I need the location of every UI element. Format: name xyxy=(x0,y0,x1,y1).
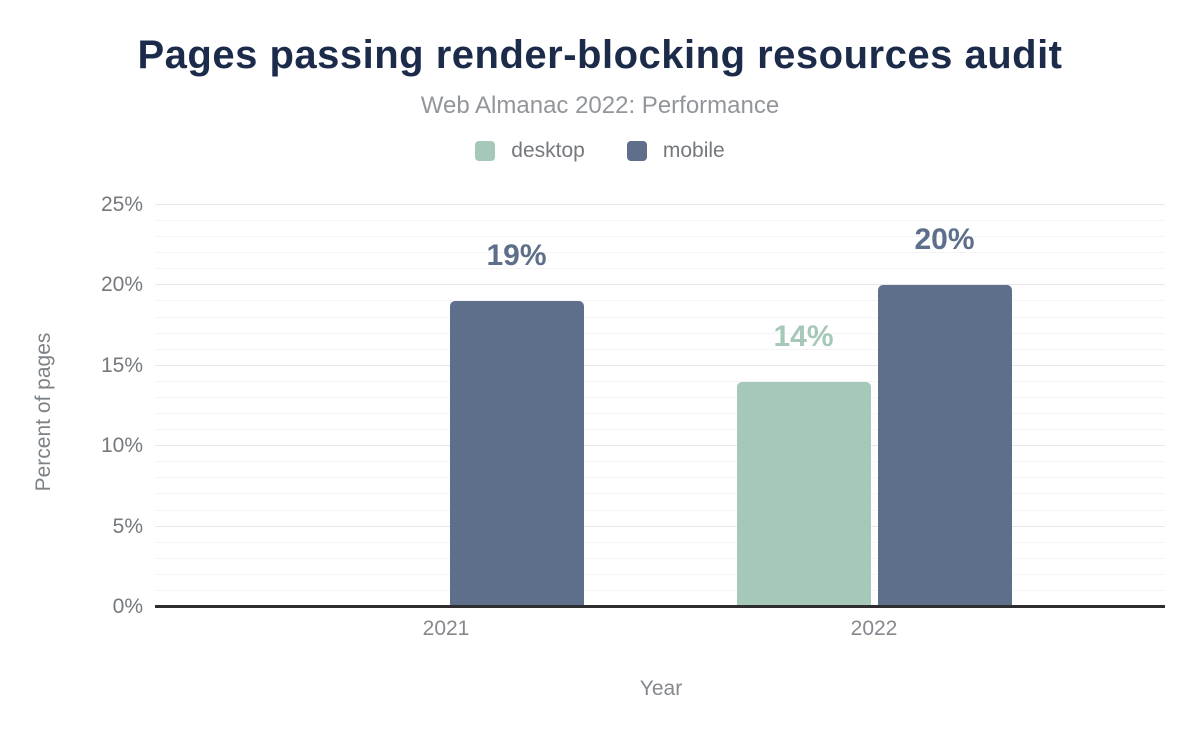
major-gridline xyxy=(155,284,1165,286)
desktop-value-label-2022: 14% xyxy=(773,319,834,353)
minor-gridline xyxy=(155,429,1165,431)
minor-gridline xyxy=(155,589,1165,591)
minor-gridline xyxy=(155,573,1165,575)
minor-gridline xyxy=(155,461,1165,463)
mobile-value-label-2022: 20% xyxy=(914,223,975,257)
desktop-swatch-icon xyxy=(475,141,496,161)
y-axis-tick-label: 20% xyxy=(100,273,143,297)
minor-gridline xyxy=(155,477,1165,479)
minor-gridline xyxy=(155,380,1165,382)
plot-area: 14% 19% 20% xyxy=(155,204,1165,608)
mobile-bar-2022 xyxy=(877,285,1012,607)
y-axis-tick-label: 15% xyxy=(100,353,143,377)
desktop-bar-2022 xyxy=(736,381,871,607)
x-axis-tick-label: 2022 xyxy=(850,617,898,640)
minor-gridline xyxy=(155,332,1165,334)
minor-gridline xyxy=(155,493,1165,495)
mobile-bar-2021 xyxy=(449,301,584,607)
x-axis-tick-label: 2021 xyxy=(422,617,470,640)
minor-gridline xyxy=(155,541,1165,543)
major-gridline xyxy=(155,364,1165,366)
legend: desktop mobile xyxy=(0,139,1200,163)
y-axis-tick-label: 10% xyxy=(100,434,143,458)
minor-gridline xyxy=(155,509,1165,511)
x-axis-line xyxy=(155,605,1165,608)
minor-gridline xyxy=(155,252,1165,254)
legend-label-mobile: mobile xyxy=(662,139,725,162)
minor-gridline xyxy=(155,236,1165,238)
minor-gridline xyxy=(155,396,1165,398)
y-axis-tick-label: 5% xyxy=(112,514,143,538)
minor-gridline xyxy=(155,413,1165,415)
mobile-swatch-icon xyxy=(626,141,647,161)
chart-subtitle: Web Almanac 2022: Performance xyxy=(420,92,780,119)
minor-gridline xyxy=(155,348,1165,350)
minor-gridline xyxy=(155,557,1165,559)
legend-item-desktop: desktop xyxy=(475,139,585,163)
minor-gridline xyxy=(155,220,1165,222)
mobile-value-label-2021: 19% xyxy=(486,239,547,273)
chart-title: Pages passing render-blocking resources … xyxy=(137,33,1063,77)
minor-gridline xyxy=(155,316,1165,318)
y-axis-tick-label: 0% xyxy=(112,595,143,618)
major-gridline xyxy=(155,525,1165,527)
y-axis-tick-label: 25% xyxy=(100,193,143,216)
legend-label-desktop: desktop xyxy=(511,139,585,162)
major-gridline xyxy=(155,204,1165,205)
x-axis-title: Year xyxy=(639,677,683,700)
legend-item-mobile: mobile xyxy=(626,139,725,163)
major-gridline xyxy=(155,445,1165,447)
minor-gridline xyxy=(155,268,1165,270)
minor-gridline xyxy=(155,300,1165,302)
